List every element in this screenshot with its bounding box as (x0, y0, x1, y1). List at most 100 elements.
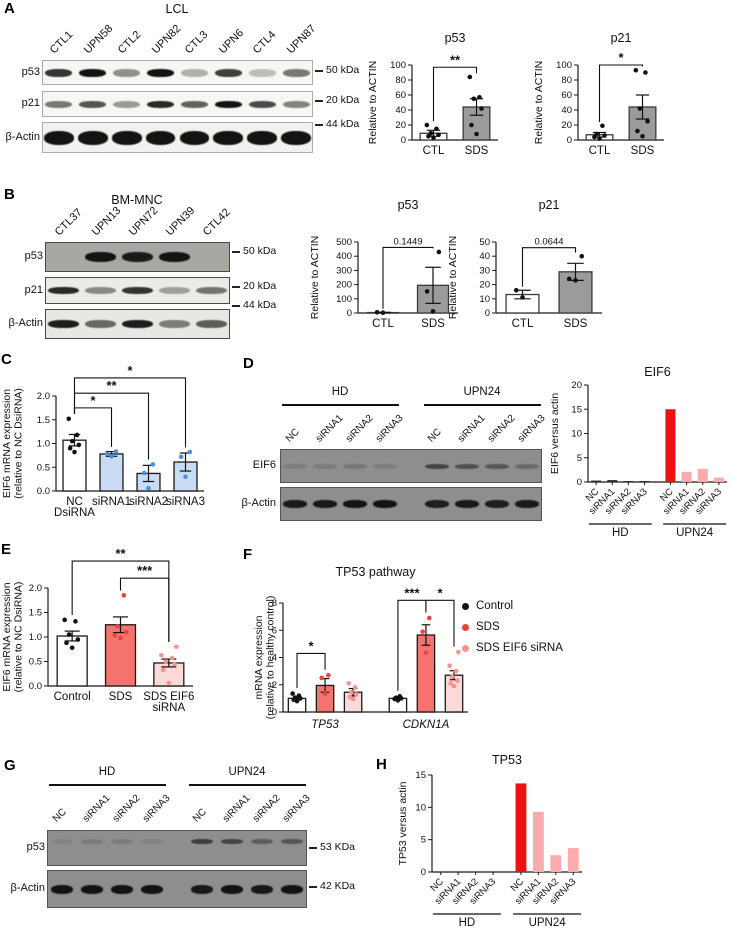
data-point (451, 683, 457, 689)
data-point (172, 661, 177, 667)
sig-bracket (432, 66, 478, 122)
bar (56, 635, 88, 687)
y-tick-label: 0.5 (37, 462, 50, 473)
x-tick-label: SDS (109, 691, 133, 703)
bar (532, 811, 544, 872)
group-line (48, 784, 166, 786)
lane-label: NC (190, 806, 209, 825)
marker-tick (232, 305, 240, 307)
data-point (594, 131, 600, 137)
data-point (424, 122, 430, 128)
y-tick-label: 0.0 (29, 681, 42, 692)
protein-band (196, 287, 227, 294)
bar (665, 409, 676, 482)
chart-a-p53: p53 Relative to ACTIN 0 20 40 60 80 100 CTL SDS ** (367, 31, 498, 157)
data-point (121, 593, 127, 598)
y-tick-label: 100 (390, 60, 406, 71)
data-point (431, 135, 436, 141)
chart-b-p21: p21 Relative to ACTIN 0 10 20 30 40 50 CTL SDS 0.0… (447, 198, 602, 330)
data-point (166, 680, 172, 686)
sig-bracket (119, 577, 170, 642)
bar (444, 674, 464, 713)
y-tick-label: 80 (561, 75, 572, 86)
data-point (597, 136, 602, 141)
sig-label: *** (137, 563, 153, 578)
marker-tick (315, 124, 323, 126)
y-tick-label: 40 (479, 251, 490, 262)
protein-band (113, 68, 141, 77)
protein-band (85, 252, 116, 262)
blot-title: LCL (165, 2, 189, 16)
data-point (322, 691, 328, 696)
sig-bracket (296, 652, 326, 689)
protein-band (140, 885, 164, 894)
y-tick-label: 15 (415, 770, 426, 781)
data-point (76, 442, 82, 448)
x-tick-label: DsiRNA (54, 507, 95, 519)
protein-band (455, 463, 479, 469)
protein-band (77, 130, 108, 145)
data-point (447, 663, 452, 668)
blot-membrane (280, 449, 542, 483)
y-tick-label: 20 (561, 120, 572, 131)
chart-b-p53: p53 Relative to ACTIN 0 100 200 300 400 500 CTL S… (309, 198, 458, 330)
y-tick-label: 8 (272, 598, 277, 609)
chart-title: p53 (398, 198, 419, 212)
data-point (633, 67, 639, 73)
protein-band (282, 68, 310, 77)
group-label: UPN24 (529, 917, 567, 929)
protein-band (180, 68, 208, 77)
group-label: HD (459, 917, 476, 929)
x-tick-label: SDS (465, 145, 489, 157)
data-point (637, 106, 643, 111)
data-point (479, 106, 484, 111)
chart-c-eif6-mrna: EIF6 mRNA expression (relative to NC DsiR… (1, 363, 205, 519)
x-tick-label: CTL (372, 318, 394, 330)
protein-band (373, 463, 397, 469)
data-point (169, 655, 175, 661)
y-tick-label: 10 (479, 294, 490, 305)
protein-band (111, 839, 133, 844)
sig-label: * (90, 393, 96, 408)
y-tick-label: 40 (395, 105, 406, 116)
data-point (424, 289, 430, 294)
protein-band (425, 463, 449, 469)
lane-label: siRNA2 (110, 792, 143, 825)
sig-label: * (127, 363, 133, 378)
protein-band (190, 885, 214, 894)
data-point (352, 685, 358, 690)
y-tick-label: 10 (415, 802, 426, 813)
data-point (354, 691, 359, 697)
marker-tick (309, 886, 317, 888)
x-tick-label: siRNA1 (92, 496, 131, 508)
sig-bracket (73, 377, 187, 448)
data-point (477, 94, 482, 100)
y-tick-label: 20 (479, 280, 490, 291)
protein-band (159, 287, 190, 294)
data-point (573, 278, 578, 283)
protein-band (85, 287, 116, 294)
data-point (474, 131, 479, 137)
protein-band (113, 100, 141, 108)
chart-title: p21 (611, 31, 632, 45)
legend-dot-sds-eif6-sirna (462, 644, 469, 652)
data-point (67, 445, 73, 451)
chart-title: p53 (445, 31, 466, 45)
data-point (579, 253, 585, 259)
data-point (75, 637, 81, 642)
chart-e-eif6-mrna: EIF6 mRNA expression (relative to NC DsiR… (1, 546, 194, 714)
data-point (436, 132, 441, 138)
protein-band (282, 100, 310, 108)
legend-dot-control (462, 602, 469, 610)
bar (104, 624, 137, 687)
row-label: p53 (26, 841, 45, 853)
protein-band (159, 252, 190, 262)
row-label: p21 (21, 97, 40, 109)
data-point (434, 126, 439, 132)
data-point (602, 133, 607, 138)
y-tick-label: 2.0 (29, 583, 42, 594)
